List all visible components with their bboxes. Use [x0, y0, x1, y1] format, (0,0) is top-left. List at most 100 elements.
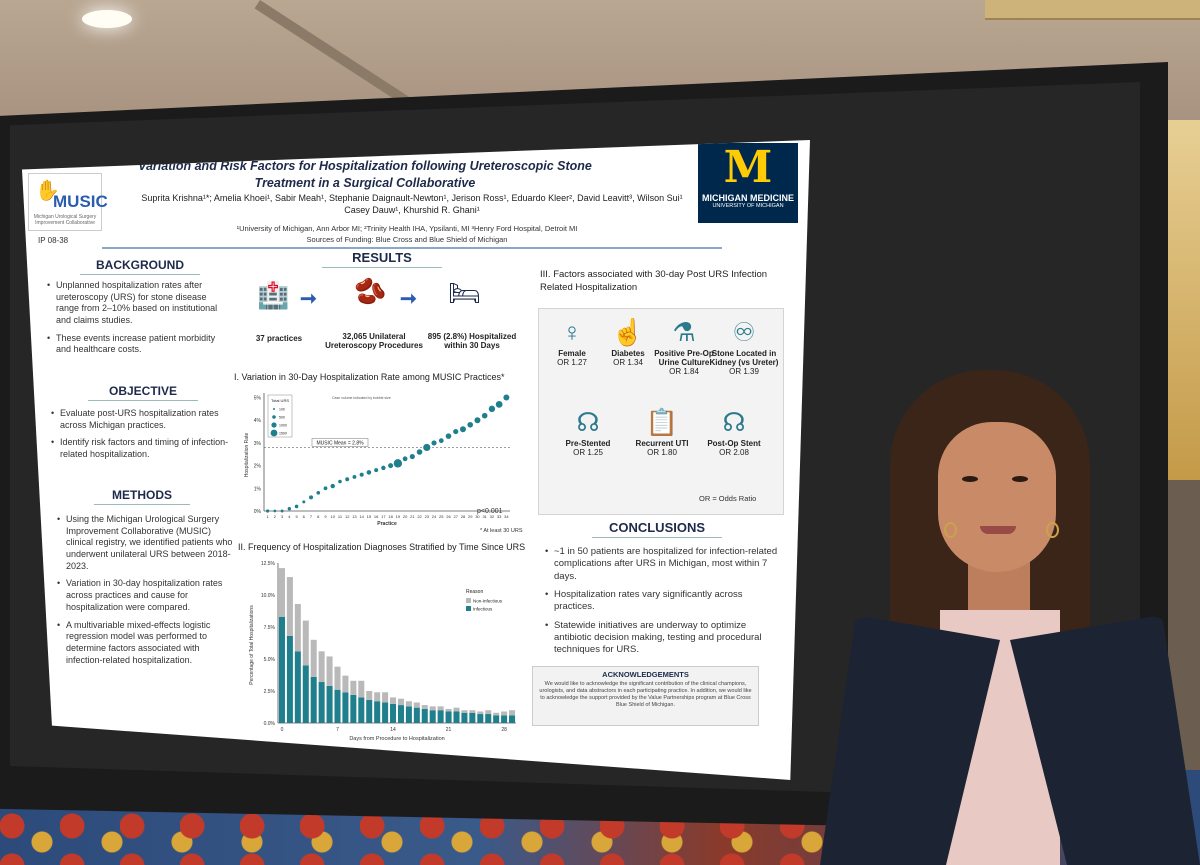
bar-non-infectious [366, 691, 373, 700]
practice-point [352, 475, 357, 479]
bar-infectious [437, 710, 444, 723]
bar-infectious [278, 616, 285, 723]
histogram-chart: 0.0% 2.5% 5.0% 7.5% 10.0% 12.5% 0 7 14 21 28 Percen… [249, 561, 516, 742]
factor-stone-kidney: ♾ Stone Located in Kidney (vs Ureter) OR… [705, 317, 783, 377]
methods-heading: METHODS [94, 488, 190, 505]
y-tick-label: 2.5% [264, 689, 276, 695]
presenter-eye-left [962, 476, 978, 482]
factor-or: OR 1.25 [573, 448, 603, 458]
factor-or: OR 1.84 [669, 367, 699, 377]
practice-point [330, 483, 335, 489]
background-heading: BACKGROUND [80, 258, 200, 275]
x-tick-label: 12 [345, 514, 350, 519]
practice-point [309, 495, 314, 500]
x-tick-label: 33 [497, 514, 502, 519]
factor-recurrent-uti: 📋 Recurrent UTI OR 1.80 [623, 407, 701, 458]
practice-point [316, 491, 321, 495]
bar-non-infectious [509, 710, 516, 716]
kidney-icon: 🫘 [354, 276, 387, 306]
x-tick-label: 28 [461, 514, 466, 519]
legend-bubble [272, 415, 276, 419]
panel-2-title: II. Frequency of Hospitalization Diagnos… [238, 542, 526, 552]
legend-bubble [271, 422, 277, 428]
practice-point [402, 456, 408, 462]
legend-item: 100 [279, 408, 285, 412]
x-axis-label: Practice [377, 521, 397, 527]
x-tick-label: 7 [336, 727, 339, 733]
conclusions-bullet-1: ~1 in 50 patients are hospitalized for i… [545, 546, 784, 583]
legend-title: Total URS [271, 398, 289, 403]
bar-infectious [342, 692, 349, 723]
practice-point [273, 509, 277, 513]
legend-bubble [270, 429, 278, 437]
poster: ✋ MUSIC Michigan Urological Surgery Impr… [22, 140, 810, 780]
x-tick-label: 25 [439, 514, 444, 519]
y-axis-label: Percentage of Total Hospitalizations [249, 605, 255, 685]
practice-point [381, 465, 386, 471]
factor-or: OR 2.08 [719, 448, 749, 458]
bar-non-infectious [501, 711, 508, 716]
conclusions-bullet-2: Hospitalization rates vary significantly… [545, 589, 784, 614]
legend-swatch-infectious [466, 606, 471, 611]
objective-bullet-2: Identify risk factors and timing of infe… [51, 437, 236, 460]
hospital-icon: 🏥 [257, 280, 290, 310]
mean-label-box [311, 438, 369, 447]
legend-item: Infectious [473, 607, 493, 612]
funding-line: Sources of Funding: Blue Cross and Blue … [306, 234, 508, 244]
bar-infectious [421, 708, 428, 723]
flow-arrow-2: ➞ [400, 288, 417, 310]
y-tick-label: 10.0% [261, 593, 276, 599]
bar-non-infectious [334, 666, 341, 690]
flow-label-procedures: 32,065 Unilateral Ureteroscopy Procedure… [325, 332, 423, 350]
practice-point [474, 417, 481, 424]
practice-point [431, 440, 437, 446]
practice-point [459, 426, 466, 433]
objective-list: Evaluate post-URS hospitalization rates … [50, 408, 236, 467]
bar-non-infectious [437, 706, 444, 711]
bar-non-infectious [310, 639, 317, 677]
flow-arrow-1: ➞ [300, 288, 317, 310]
x-tick-label: 26 [446, 514, 451, 519]
practice-point [388, 463, 394, 469]
bar-non-infectious [374, 692, 381, 702]
factor-diabetes: ☝ Diabetes OR 1.34 [589, 317, 667, 368]
x-tick-label: 29 [468, 514, 473, 519]
y-tick-label: 5% [254, 396, 262, 402]
music-logo-text: MUSIC [53, 192, 108, 211]
bar-infectious [413, 707, 420, 723]
practice-point [393, 459, 403, 468]
bar-non-infectious [461, 710, 468, 713]
x-tick-label: 18 [388, 514, 393, 519]
bar-non-infectious [286, 577, 293, 636]
practice-point [481, 412, 488, 419]
earring-right [1046, 522, 1059, 538]
x-tick-label: 1 [267, 514, 270, 519]
scatter-chart: 0%1%2%3%4%5%1 2 3 4 5 6 7 8 9 10 11 12 13 14 15 16 17 18 1… [244, 393, 510, 527]
objective-heading: OBJECTIVE [88, 384, 198, 401]
bar-non-infectious [485, 710, 492, 715]
kidney-icon: ♾ [732, 317, 756, 347]
bar-infectious [334, 689, 341, 723]
practice-point [416, 449, 423, 455]
bar-infectious [397, 705, 404, 723]
x-tick-label: 3 [281, 514, 284, 519]
x-tick-label: 11 [338, 514, 343, 519]
practice-point [266, 509, 270, 513]
bar-non-infectious [318, 651, 325, 683]
factor-or: OR 1.80 [647, 448, 677, 458]
bar-infectious [453, 711, 460, 723]
bar-non-infectious [302, 620, 309, 666]
y-tick-label: 3% [254, 441, 262, 447]
clipboard-icon: 📋 [645, 407, 679, 437]
bar-infectious [493, 715, 500, 723]
block-m-logo: M [723, 142, 773, 193]
kidney-stent-icon: ☊ [576, 407, 600, 437]
practice-point [345, 477, 350, 482]
person-female-icon: ♀ [562, 317, 582, 347]
factor-name: Diabetes [611, 349, 645, 358]
x-tick-label: 0 [281, 727, 284, 733]
x-tick-label: 20 [403, 514, 408, 519]
x-tick-label: 19 [396, 514, 401, 519]
practice-point [409, 453, 415, 460]
practice-point [445, 433, 452, 439]
